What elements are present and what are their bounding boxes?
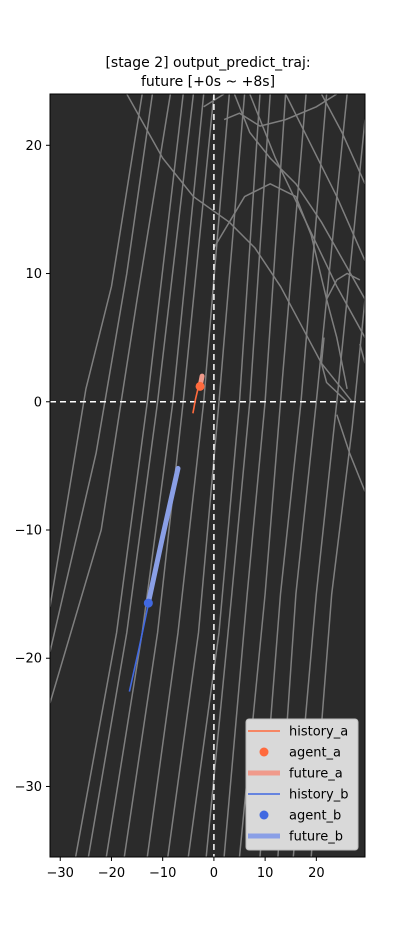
legend-item-agent_a: agent_a [259, 746, 341, 761]
legend-label: history_b [289, 788, 348, 803]
y-tick-label: −10 [15, 524, 42, 539]
lane-line [167, 94, 246, 857]
legend-swatch [259, 810, 269, 820]
lane-line [249, 94, 365, 338]
lane-line [320, 337, 348, 403]
x-tick-label: 10 [257, 866, 274, 881]
x-tick-label: −10 [149, 866, 176, 881]
lane-line [325, 272, 361, 300]
history_b-line [128, 604, 150, 692]
lane-line [187, 94, 261, 857]
legend-box [245, 718, 359, 851]
lane-lines [50, 94, 365, 857]
y-axis-ticks: 20 10 0 −10 −20 −30 [15, 139, 50, 795]
legend-item-future_b: future_b [248, 830, 343, 845]
legend-label: agent_a [289, 746, 341, 761]
lane-line [87, 94, 195, 857]
agent_b-marker [143, 598, 153, 608]
lane-line [320, 94, 365, 185]
lane-line [50, 94, 154, 652]
lane-line [223, 94, 338, 127]
legend-label: future_a [289, 767, 343, 782]
lane-line [203, 94, 225, 108]
legend: history_a agent_a future_a history_b agent_b… [245, 718, 359, 851]
x-tick-label: 0 [210, 866, 218, 881]
x-tick-label: −20 [98, 866, 125, 881]
y-tick-label: 0 [34, 395, 42, 410]
lane-line [213, 182, 348, 390]
legend-label: history_a [289, 725, 348, 740]
lane-line [126, 94, 353, 403]
x-tick-label: 20 [308, 866, 325, 881]
lane-line [123, 94, 215, 857]
lane-line [146, 94, 231, 857]
legend-item-history_a: history_a [248, 725, 348, 740]
agent_a-marker [195, 381, 205, 391]
legend-swatch [259, 747, 269, 757]
x-tick-label: −30 [47, 866, 74, 881]
lane-line [223, 94, 287, 857]
lane-line [50, 94, 172, 704]
chart-title-line-2: future [+0s ~ +8s] [141, 74, 275, 90]
lane-line [205, 94, 271, 857]
future_b-line [145, 465, 181, 606]
trajectory-series [128, 373, 205, 692]
history_a-line [192, 386, 200, 414]
legend-items: history_a agent_a future_a history_b agent_b… [248, 725, 348, 845]
lane-line [284, 94, 365, 262]
lane-line [74, 94, 184, 857]
lane-line [50, 94, 143, 608]
lane-line [359, 343, 365, 364]
crosshair [50, 94, 365, 857]
x-axis-ticks: −30 −20 −10 0 10 20 [47, 857, 325, 881]
y-tick-label: 20 [25, 139, 42, 154]
plot-frame [49, 93, 366, 858]
lane-line [105, 94, 205, 857]
y-tick-label: −30 [15, 780, 42, 795]
legend-item-history_b: history_b [248, 788, 348, 803]
y-tick-label: −20 [15, 652, 42, 667]
lane-line [233, 94, 365, 300]
legend-label: agent_b [289, 809, 341, 824]
chart-title-line-1: [stage 2] output_predict_traj: [105, 55, 310, 71]
legend-label: future_b [289, 830, 343, 845]
y-tick-label: 10 [25, 267, 42, 282]
legend-item-agent_b: agent_b [259, 809, 341, 824]
lane-line [336, 414, 365, 492]
legend-item-future_a: future_a [248, 767, 343, 782]
